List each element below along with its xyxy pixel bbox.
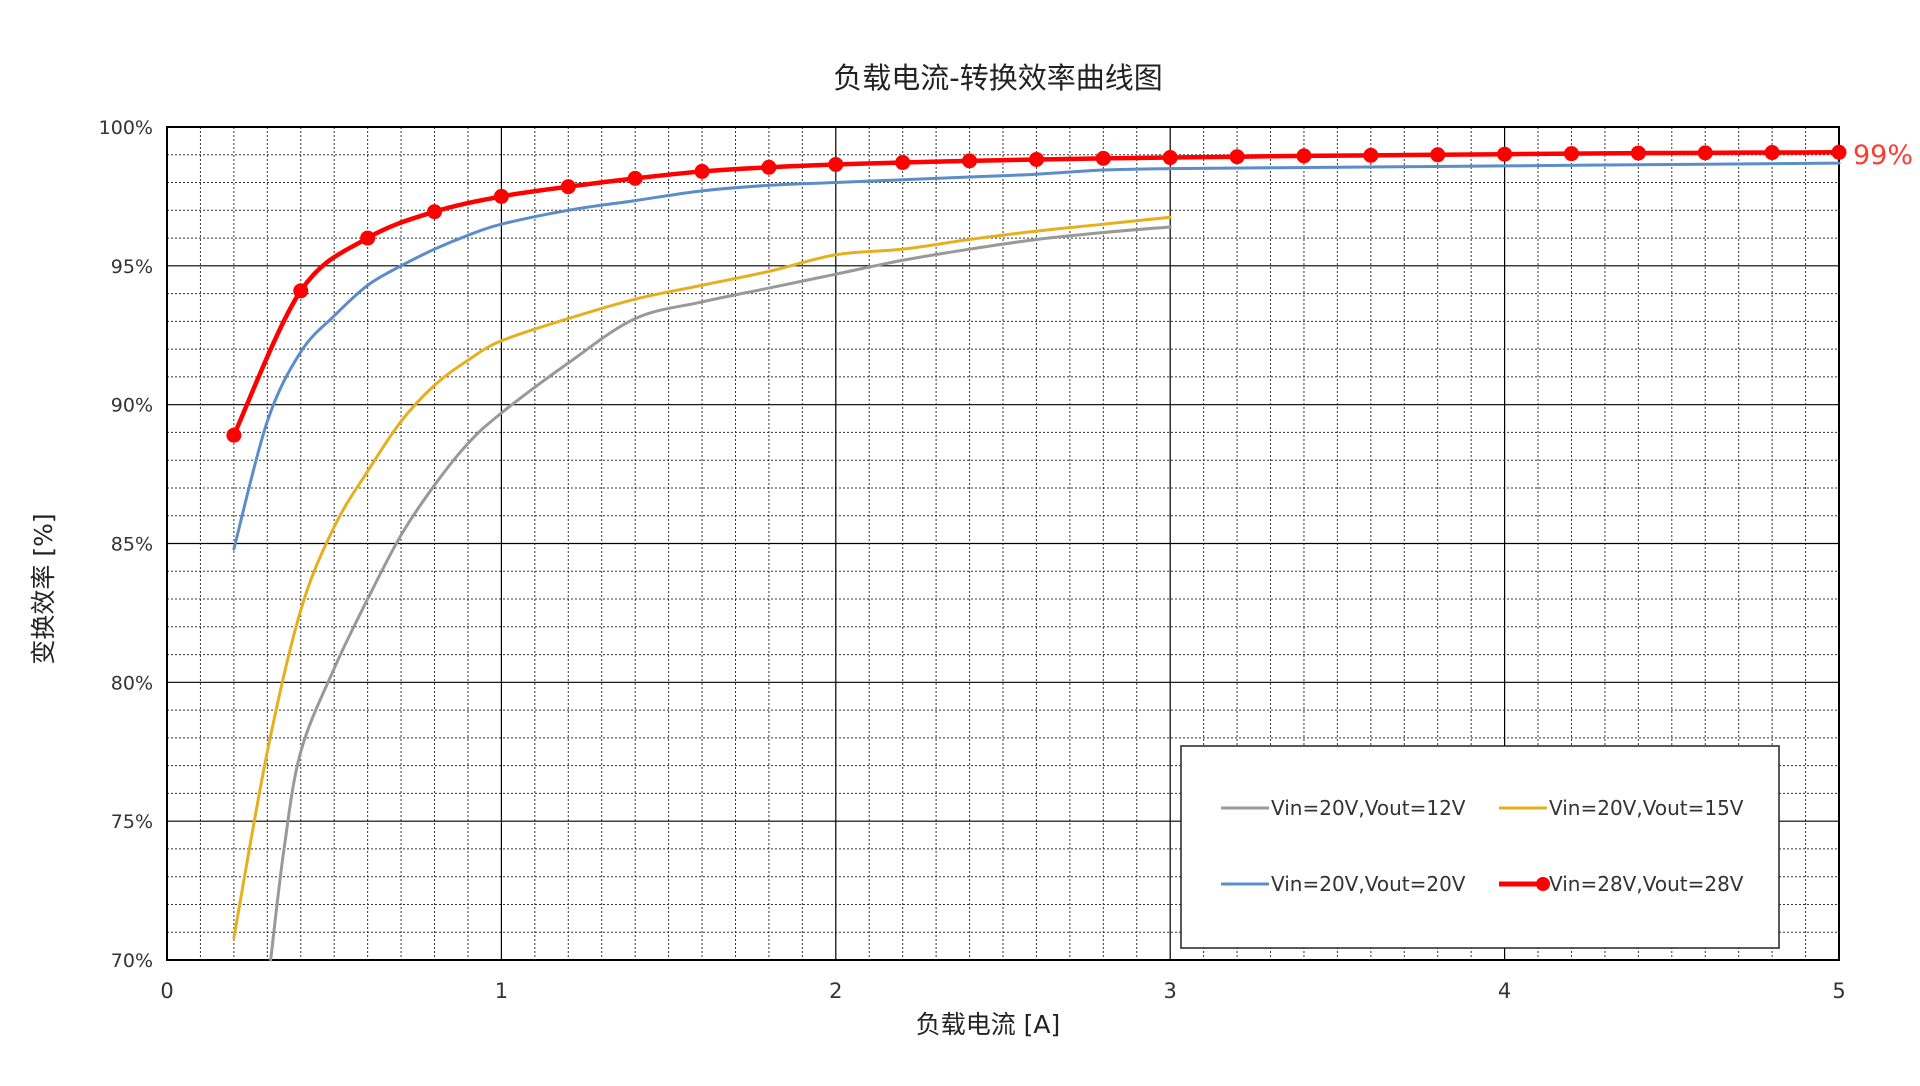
data-point-marker [828, 156, 844, 172]
legend-label: Vin=28V,Vout=28V [1549, 872, 1744, 896]
data-point-marker [1764, 145, 1780, 161]
series-1 [269, 225, 1172, 962]
x-axis-label: 负载电流 [A] [916, 1010, 1061, 1039]
data-point-marker [1630, 145, 1646, 161]
axes: 0 1 2 3 4 5 70% 75% 80% 85% 90% 95% 100% [99, 117, 1846, 1003]
data-point-marker [493, 188, 509, 204]
data-point-marker [226, 427, 242, 443]
end-value-annotation: 99% [1853, 140, 1913, 171]
series-4 [226, 144, 1847, 443]
data-point-marker [1697, 145, 1713, 161]
plot-area-border [166, 126, 1840, 961]
x-tick-label: 3 [1164, 979, 1177, 1003]
data-point-marker [360, 230, 376, 246]
series-3 [232, 161, 1841, 551]
legend-label: Vin=20V,Vout=20V [1271, 872, 1466, 896]
data-point-marker [1095, 150, 1111, 166]
data-point-marker [1028, 151, 1044, 167]
y-axis-label: 变换效率 [%] [29, 513, 58, 664]
data-point-marker [1296, 148, 1312, 164]
data-point-marker [962, 153, 978, 169]
legend-item: Vin=28V,Vout=28V [1499, 872, 1744, 896]
legend: Vin=20V,Vout=12V Vin=20V,Vout=15V Vin=20V,… [1180, 745, 1780, 949]
y-tick-label: 100% [99, 117, 153, 139]
legend-item: Vin=20V,Vout=15V [1499, 796, 1744, 820]
legend-label: Vin=20V,Vout=15V [1549, 796, 1744, 820]
data-point-marker [627, 170, 643, 186]
legend-marker [1536, 877, 1550, 891]
y-tick-label: 75% [111, 811, 153, 833]
chart-text: 负载电流-转换效率曲线图 负载电流 [A] 变换效率 [%] 99% [29, 61, 1913, 1039]
data-point-marker [1229, 149, 1245, 165]
data-point-marker [427, 204, 443, 220]
legend-box [1180, 745, 1780, 949]
series-line [269, 225, 1172, 962]
x-tick-label: 1 [495, 979, 508, 1003]
x-tick-label: 2 [829, 979, 842, 1003]
x-tick-label: 5 [1832, 979, 1845, 1003]
y-tick-label: 70% [111, 950, 153, 972]
data-point-marker [1363, 147, 1379, 163]
data-point-marker [560, 179, 576, 195]
legend-item: Vin=20V,Vout=20V [1221, 872, 1466, 896]
y-tick-label: 95% [111, 256, 153, 278]
y-tick-label: 85% [111, 534, 153, 556]
series-line [232, 161, 1841, 551]
legend-item: Vin=20V,Vout=12V [1221, 796, 1466, 820]
data-point-marker [293, 283, 309, 299]
data-point-marker [761, 159, 777, 175]
data-point-marker [895, 155, 911, 171]
legend-label: Vin=20V,Vout=12V [1271, 796, 1466, 820]
y-tick-label: 90% [111, 395, 153, 417]
data-point-marker [694, 163, 710, 179]
series-line [232, 215, 1172, 940]
data-point-marker [1430, 147, 1446, 163]
chart-title: 负载电流-转换效率曲线图 [833, 61, 1162, 95]
series-2 [232, 215, 1172, 940]
y-tick-label: 80% [111, 672, 153, 694]
data-point-marker [1831, 144, 1847, 160]
x-tick-label: 4 [1498, 979, 1511, 1003]
data-point-marker [1162, 150, 1178, 166]
series-layer [226, 144, 1847, 962]
data-point-marker [1497, 146, 1513, 162]
x-tick-label: 0 [160, 979, 173, 1003]
data-point-marker [1563, 146, 1579, 162]
